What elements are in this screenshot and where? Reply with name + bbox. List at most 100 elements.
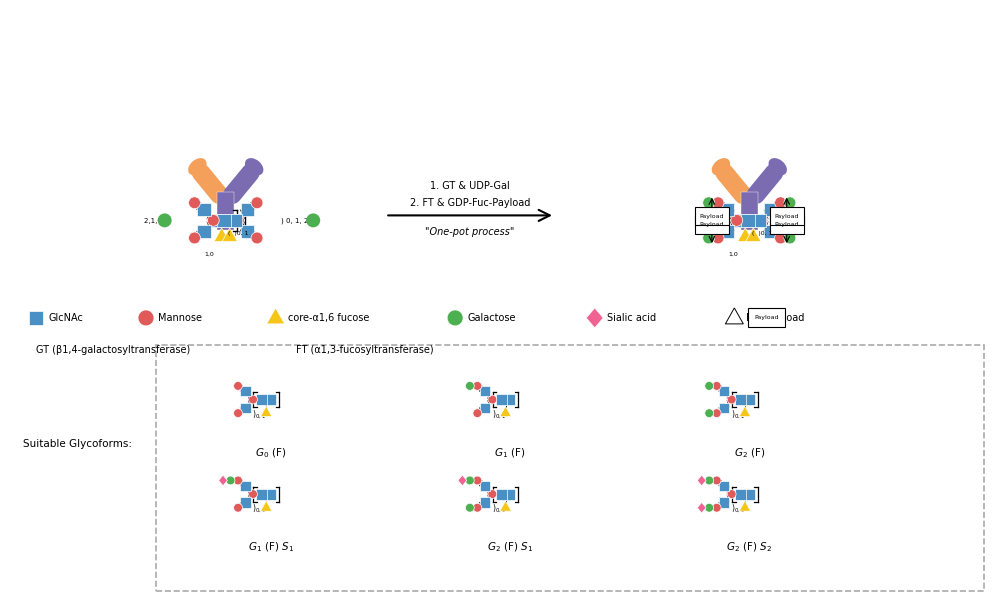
FancyBboxPatch shape <box>735 394 746 405</box>
FancyArrowPatch shape <box>725 173 743 195</box>
Circle shape <box>775 232 786 244</box>
Text: GlcNAc: GlcNAc <box>48 313 83 323</box>
Polygon shape <box>260 501 272 511</box>
FancyBboxPatch shape <box>240 386 251 396</box>
Text: $)_{0,1}$: $)_{0,1}$ <box>731 503 745 515</box>
Polygon shape <box>697 475 706 486</box>
Circle shape <box>234 503 242 512</box>
FancyBboxPatch shape <box>719 481 729 491</box>
Circle shape <box>189 197 200 209</box>
Text: (  )0, 1: ( )0, 1 <box>752 231 772 236</box>
FancyBboxPatch shape <box>764 224 778 238</box>
FancyBboxPatch shape <box>748 308 785 328</box>
FancyBboxPatch shape <box>209 214 223 227</box>
Text: Payload: Payload <box>700 222 724 227</box>
Circle shape <box>473 476 482 485</box>
Circle shape <box>138 310 154 326</box>
FancyBboxPatch shape <box>197 203 211 216</box>
FancyBboxPatch shape <box>220 214 234 227</box>
Circle shape <box>226 476 235 485</box>
FancyArrowPatch shape <box>232 173 251 195</box>
Circle shape <box>465 476 474 485</box>
FancyBboxPatch shape <box>695 207 729 225</box>
FancyBboxPatch shape <box>735 488 746 500</box>
Circle shape <box>731 214 743 226</box>
FancyBboxPatch shape <box>719 403 729 413</box>
Polygon shape <box>741 192 758 230</box>
FancyArrowPatch shape <box>756 173 774 195</box>
FancyBboxPatch shape <box>721 203 734 216</box>
Polygon shape <box>586 308 603 328</box>
Text: $G_1$ (F) $S_1$: $G_1$ (F) $S_1$ <box>248 541 294 554</box>
Circle shape <box>473 382 482 390</box>
Polygon shape <box>725 308 743 324</box>
Ellipse shape <box>712 158 730 175</box>
FancyBboxPatch shape <box>505 394 515 405</box>
Text: 2,1,0 (: 2,1,0 ( <box>144 217 167 224</box>
Polygon shape <box>260 406 272 416</box>
Circle shape <box>712 503 721 512</box>
FancyBboxPatch shape <box>480 481 490 491</box>
Polygon shape <box>739 406 751 416</box>
Circle shape <box>251 232 263 244</box>
Circle shape <box>207 214 219 226</box>
Circle shape <box>727 395 736 404</box>
FancyBboxPatch shape <box>229 214 242 227</box>
Circle shape <box>234 476 242 485</box>
Polygon shape <box>697 502 706 513</box>
Circle shape <box>712 382 721 390</box>
Circle shape <box>727 490 736 499</box>
Circle shape <box>465 503 474 512</box>
Text: $G_2$ (F) $S_1$: $G_2$ (F) $S_1$ <box>487 541 533 554</box>
Text: 1,0: 1,0 <box>204 252 214 257</box>
FancyBboxPatch shape <box>741 214 755 227</box>
Text: Fuc-Payload: Fuc-Payload <box>746 313 805 323</box>
Circle shape <box>249 490 257 499</box>
Circle shape <box>756 214 768 226</box>
Text: $G_2$ (F): $G_2$ (F) <box>734 446 765 460</box>
Text: Sialic acid: Sialic acid <box>607 313 656 323</box>
Circle shape <box>712 409 721 418</box>
Circle shape <box>712 476 721 485</box>
FancyBboxPatch shape <box>695 216 729 233</box>
Polygon shape <box>458 475 467 486</box>
FancyBboxPatch shape <box>719 386 729 396</box>
FancyBboxPatch shape <box>496 488 507 500</box>
FancyBboxPatch shape <box>265 488 276 500</box>
FancyBboxPatch shape <box>496 394 507 405</box>
Circle shape <box>473 409 482 418</box>
FancyBboxPatch shape <box>217 214 231 227</box>
FancyBboxPatch shape <box>240 403 251 413</box>
FancyBboxPatch shape <box>197 224 211 238</box>
Circle shape <box>465 382 474 390</box>
FancyBboxPatch shape <box>719 497 729 508</box>
FancyBboxPatch shape <box>744 214 758 227</box>
FancyBboxPatch shape <box>256 394 267 405</box>
Polygon shape <box>219 475 227 486</box>
Circle shape <box>784 232 796 244</box>
Polygon shape <box>500 406 511 416</box>
Circle shape <box>488 490 497 499</box>
Circle shape <box>234 409 242 418</box>
Text: Payload: Payload <box>774 214 799 218</box>
Text: 2. FT & GDP-Fuc-Payload: 2. FT & GDP-Fuc-Payload <box>410 199 530 208</box>
FancyBboxPatch shape <box>770 207 804 225</box>
Polygon shape <box>500 501 511 511</box>
Circle shape <box>712 197 724 209</box>
Text: ) 0, 1, 2: ) 0, 1, 2 <box>281 217 309 224</box>
Bar <box>29 311 43 325</box>
Text: Galactose: Galactose <box>467 313 516 323</box>
FancyBboxPatch shape <box>480 497 490 508</box>
Polygon shape <box>739 501 751 511</box>
Text: $G_0$ (F): $G_0$ (F) <box>255 446 286 460</box>
Polygon shape <box>746 228 761 241</box>
FancyBboxPatch shape <box>505 488 515 500</box>
FancyBboxPatch shape <box>744 488 755 500</box>
Circle shape <box>306 214 320 227</box>
FancyBboxPatch shape <box>764 203 778 216</box>
Text: $)_{0,1}$: $)_{0,1}$ <box>492 409 506 421</box>
Polygon shape <box>738 228 753 241</box>
Circle shape <box>232 214 244 226</box>
Text: $G_2$ (F) $S_2$: $G_2$ (F) $S_2$ <box>726 541 772 554</box>
Circle shape <box>473 503 482 512</box>
